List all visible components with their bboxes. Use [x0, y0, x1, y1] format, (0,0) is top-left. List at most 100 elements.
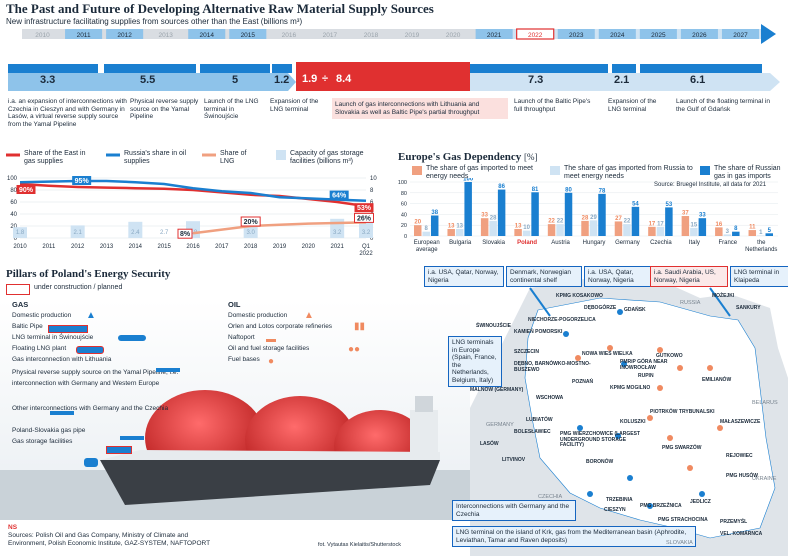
y-tick-label: 0: [14, 236, 18, 242]
map-box: LNG terminal on the island of Krk, gas f…: [452, 526, 696, 547]
europe-bar-label: 22: [548, 219, 555, 225]
europe-bar: [631, 206, 640, 236]
europe-bar-label: 5: [768, 228, 772, 234]
y-tick-label: 60: [401, 202, 407, 208]
x-tick-label: 2022: [359, 251, 373, 257]
europe-bar-label: 1: [759, 230, 763, 236]
legend-swatch: [202, 153, 216, 157]
oil-item: Orlen and Lotos corporate refineries: [228, 323, 333, 330]
map-place-label: BOLESŁAWIEC: [514, 429, 551, 435]
y2-tick-label: 6: [370, 200, 374, 206]
y2-tick-label: 10: [370, 176, 377, 182]
europe-category-label: Hungary: [583, 240, 606, 246]
year-label: 2018: [364, 32, 379, 39]
europe-bar: [564, 192, 573, 236]
europe-bar-label: 33: [481, 213, 488, 219]
y-tick-label: 40: [10, 212, 17, 218]
year-cell: [475, 29, 513, 39]
east-start-callout-box: [16, 185, 36, 194]
map-place-label: PRZEMYŚL: [720, 519, 748, 525]
europe-bar: [422, 231, 430, 236]
timeline-graphic: 2010 2011 2012 2013 2014 2015 2016 2017 2018 2019…: [8, 24, 780, 91]
legend-lng: Share of LNG: [220, 150, 247, 165]
europe-bar-label: 15: [691, 222, 698, 228]
europe-bar-label: 13: [448, 223, 455, 229]
timeline-note: i.a. an expansion of interconnections wi…: [8, 98, 127, 128]
map-box: LNG terminals in Europe (Spain, France, …: [448, 336, 502, 387]
y-tick-label: 20: [10, 224, 17, 230]
map-place-label: DĘBOGÓRZE: [584, 305, 617, 311]
europe-category-label: the: [757, 240, 766, 246]
europe-bar: [589, 220, 598, 236]
y-tick-label: 100: [398, 180, 407, 186]
y2-tick-label: 0: [370, 236, 374, 242]
legend-swatch: [6, 153, 20, 157]
europe-bar: [556, 224, 564, 236]
gas-item: LNG terminal in Świnoujście: [12, 334, 94, 341]
gas-item: Poland-Slovakia gas pipe: [12, 427, 86, 434]
europe-bar-label: 81: [532, 187, 539, 193]
gas-item: Gas interconnection with Lithuania: [12, 356, 112, 363]
country-label: BELARUS: [752, 400, 778, 406]
year-label: 2027: [733, 32, 748, 39]
europe-bar-label: 20: [414, 220, 421, 226]
logo-ns: NS: [8, 524, 18, 531]
europe-bar-label: 54: [632, 201, 639, 207]
map-place-label: ŚWINOUJŚCIE: [476, 323, 512, 329]
gas-heading: GAS: [12, 300, 29, 309]
map-place-label: MALNOW (GERMANY): [470, 387, 524, 393]
x-tick-label: Q1: [362, 244, 371, 250]
x-tick-label: 2013: [100, 244, 114, 250]
pipe-icon: [106, 446, 132, 454]
country-label: GERMANY: [486, 422, 514, 428]
y-tick-label: 60: [10, 200, 17, 206]
map-place-label: KOLUSZKI: [620, 419, 646, 425]
gas-item: Floating LNG plant: [12, 345, 67, 352]
photo-credit: fot. Vytautas Kielaitis/Shutterstock: [318, 542, 401, 548]
europe-category-label: Czechia: [650, 240, 672, 246]
europe-bar-label: 27: [615, 216, 622, 222]
map-place-label: PMG STRACHOCINA: [658, 517, 708, 523]
legend-east: Share of the East in gas supplies: [24, 150, 86, 165]
map-place-label: EMILIANÓW: [702, 377, 732, 383]
legend-swatch: [106, 153, 120, 157]
map-place-label: LITVINOV: [502, 457, 526, 463]
europe-bar: [715, 227, 723, 236]
capacity-value: 6.1: [690, 74, 706, 86]
year-label: 2013: [158, 32, 173, 39]
europe-bar-label: 17: [649, 221, 656, 227]
derrick-icon: ▲: [304, 310, 314, 321]
map-place-label: KAMIEŃ POMORSKI: [514, 329, 563, 335]
oil-item: Domestic production: [228, 312, 288, 319]
x-tick-label: 2021: [330, 244, 344, 250]
europe-bar: [497, 189, 506, 236]
europe-category-label: Poland: [517, 240, 537, 246]
map-place-label: NIECHORZE-POGORZELICA: [528, 317, 596, 323]
map-place-label: GUTKOWO: [656, 353, 683, 359]
europe-category-label: average: [416, 247, 438, 253]
timeline-note: Expansion of the LNG terminal: [608, 98, 657, 113]
map-place-label: REJOWIEC: [726, 453, 753, 459]
europe-title: Europe's Gas Dependency: [398, 151, 522, 163]
europe-bar: [414, 225, 422, 236]
timeline-note: Physical reverse supply source on the Ya…: [130, 98, 199, 120]
lng-end-callout: 26%: [357, 215, 372, 222]
europe-category-label: Netherlands: [745, 247, 777, 253]
europe-bar-label: 3: [726, 229, 730, 235]
map-box: Denmark, Norwegian continental shelf: [506, 266, 582, 287]
lng-2018-callout: 20%: [244, 219, 259, 226]
capacity-label: 2.7: [160, 230, 169, 236]
year-label: 2010: [35, 32, 50, 39]
legend-swatch: [550, 166, 560, 175]
map-place-label: PMG WIERZCHOWICE (LARGEST UNDERGROUND ST…: [560, 431, 640, 448]
pillars-title: Pillars of Poland's Energy Security: [6, 268, 171, 280]
country-label: RUSSIA: [680, 300, 701, 306]
europe-bar: [430, 215, 439, 236]
year-label: 2012: [117, 32, 132, 39]
country-label: SLOVAKIA: [666, 540, 693, 546]
year-cell: [65, 29, 103, 39]
pipe-icon: [156, 368, 180, 372]
europe-bar: [665, 207, 673, 236]
europe-bar-label: 80: [565, 187, 572, 193]
oil-item: Fuel bases: [228, 356, 260, 363]
